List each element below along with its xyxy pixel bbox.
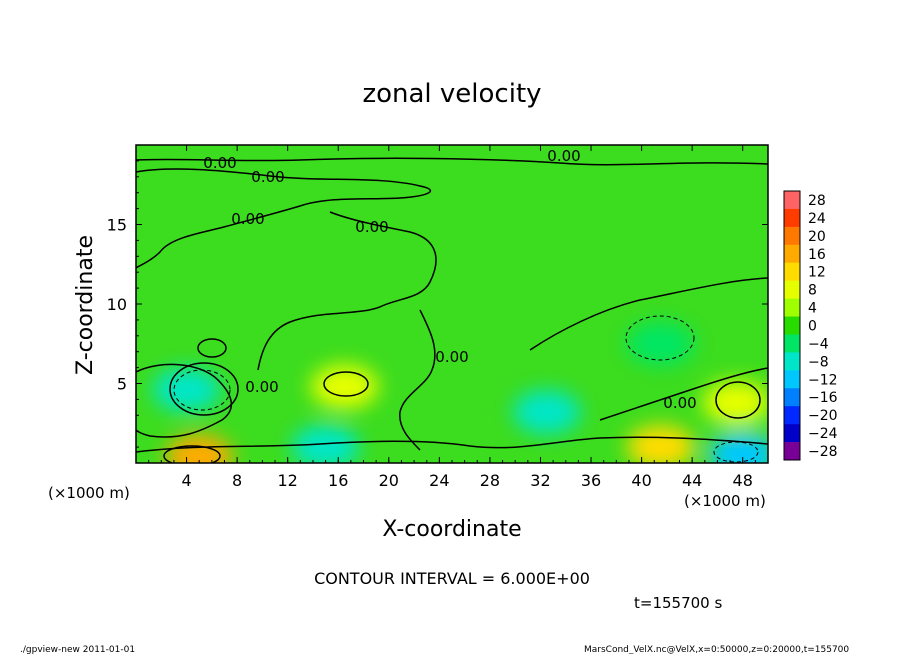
colorbar-label: −28 <box>808 444 838 460</box>
contour-labels: 0.00 0.00 0.00 0.00 0.00 0.00 0.00 0.00 <box>203 147 696 412</box>
contour-label: 0.00 <box>231 210 264 228</box>
colorbar-swatch <box>784 298 800 317</box>
x-unit-right: (×1000 m) <box>684 492 766 510</box>
field-feature <box>626 425 695 463</box>
colorbar-swatch <box>784 191 800 210</box>
contour-label: 0.00 <box>435 348 468 366</box>
x-tick-label: 48 <box>733 471 753 490</box>
colorbar-frame <box>783 190 801 461</box>
field-feature <box>626 321 695 366</box>
colorbar-label: −24 <box>808 426 838 442</box>
x-tick-label: 12 <box>278 471 298 490</box>
x-tick-label: 20 <box>379 471 399 490</box>
zero-contour-right-lower <box>599 367 768 421</box>
x-axis: 4 8 12 16 20 24 28 32 36 40 44 48 <box>148 145 756 490</box>
contour-interval: CONTOUR INTERVAL = 6.000E+00 <box>314 569 590 588</box>
colorbar-swatch <box>784 334 800 353</box>
contour-closed-right <box>715 381 761 419</box>
x-tick-label: 32 <box>530 471 550 490</box>
x-tick-label: 40 <box>631 471 651 490</box>
field-background <box>136 145 768 463</box>
contour-closed-center <box>323 371 369 397</box>
dashed-contours <box>173 315 759 463</box>
x-tick-label: 44 <box>682 471 702 490</box>
colorbar-swatch <box>784 262 800 281</box>
colorbar-label: 0 <box>808 319 817 335</box>
colorbar-label: −8 <box>808 354 829 370</box>
colorbar-label: −20 <box>808 408 838 424</box>
footer-left: ./gpview-new 2011-01-01 <box>20 645 135 654</box>
colorbar-swatch <box>784 208 800 228</box>
contour-label: 0.00 <box>245 378 278 396</box>
x-tick-label: 36 <box>581 471 601 490</box>
y-tick-label: 10 <box>107 295 127 314</box>
colorbar-swatch <box>784 388 800 407</box>
dashed-contour-right <box>625 315 695 361</box>
colorbar-label: −12 <box>808 372 838 388</box>
x-tick-label: 16 <box>328 471 348 490</box>
colorbar-swatch <box>784 406 800 425</box>
x-tick-label: 28 <box>480 471 500 490</box>
y-tick-label: 5 <box>117 375 127 394</box>
zero-contour-middle <box>257 211 437 371</box>
zero-contour-right <box>529 277 768 351</box>
x-unit-left: (×1000 m) <box>48 484 130 502</box>
colorbar-swatch <box>784 244 800 264</box>
y-axis: 5 10 15 <box>107 160 768 448</box>
x-tick-label: 8 <box>232 471 242 490</box>
colorbar-label: 24 <box>808 211 826 227</box>
contour-lines <box>136 157 768 463</box>
colorbar-swatch <box>784 442 800 461</box>
colorbar-label: 8 <box>808 283 817 299</box>
colorbar-swatch <box>784 226 800 246</box>
y-tick-label: 15 <box>107 216 127 235</box>
contour-label: 0.00 <box>355 218 388 236</box>
field-feature <box>512 390 581 435</box>
field-feature <box>152 367 221 412</box>
contour-label: 0.00 <box>663 394 696 412</box>
colorbar-swatch <box>784 316 800 335</box>
dashed-contour-left <box>173 369 231 411</box>
field-feature <box>165 434 234 463</box>
colorbar-label: −4 <box>808 336 829 352</box>
zero-contour-bottom <box>136 436 768 453</box>
colorbar: 28 24 20 16 12 8 4 0−4 −8 −12 −16 −20 −24 −28 <box>783 190 838 461</box>
x-tick-label: 24 <box>429 471 449 490</box>
colorbar-swatch <box>784 352 800 371</box>
x-axis-label: X-coordinate <box>382 517 521 542</box>
plot-area: 0.00 0.00 0.00 0.00 0.00 0.00 0.00 0.00 <box>136 145 768 463</box>
colorbar-swatch <box>784 424 800 443</box>
footer-right: MarsCond_VelX.nc@VelX,x=0:50000,z=0:2000… <box>584 645 849 654</box>
y-axis-label: Z-coordinate <box>73 235 98 375</box>
colorbar-swatch <box>784 280 800 299</box>
contour-closed-small <box>197 338 227 358</box>
contour-label: 0.00 <box>251 168 284 186</box>
zero-contour-center <box>399 309 436 451</box>
dashed-contour-bottom <box>713 441 759 463</box>
colorbar-label: −16 <box>808 390 838 406</box>
zero-contour-top <box>136 168 432 269</box>
contour-label: 0.00 <box>203 154 236 172</box>
zero-contour-lower-left <box>136 363 232 438</box>
colorbar-label: 16 <box>808 247 826 263</box>
time-stamp: t=155700 s <box>634 594 722 612</box>
x-tick-label: 4 <box>181 471 191 490</box>
colorbar-swatch <box>784 370 800 389</box>
colorbar-label: 28 <box>808 193 826 209</box>
colorbar-label: 4 <box>808 301 817 317</box>
contour-closed-left <box>169 362 239 416</box>
chart-title: zonal velocity <box>362 79 541 109</box>
contour-closed-bottom <box>163 445 221 463</box>
colorbar-label: 20 <box>808 229 826 245</box>
colorbar-label: 12 <box>808 265 826 281</box>
zero-contour-upper <box>136 157 768 166</box>
contour-label: 0.00 <box>547 147 580 165</box>
